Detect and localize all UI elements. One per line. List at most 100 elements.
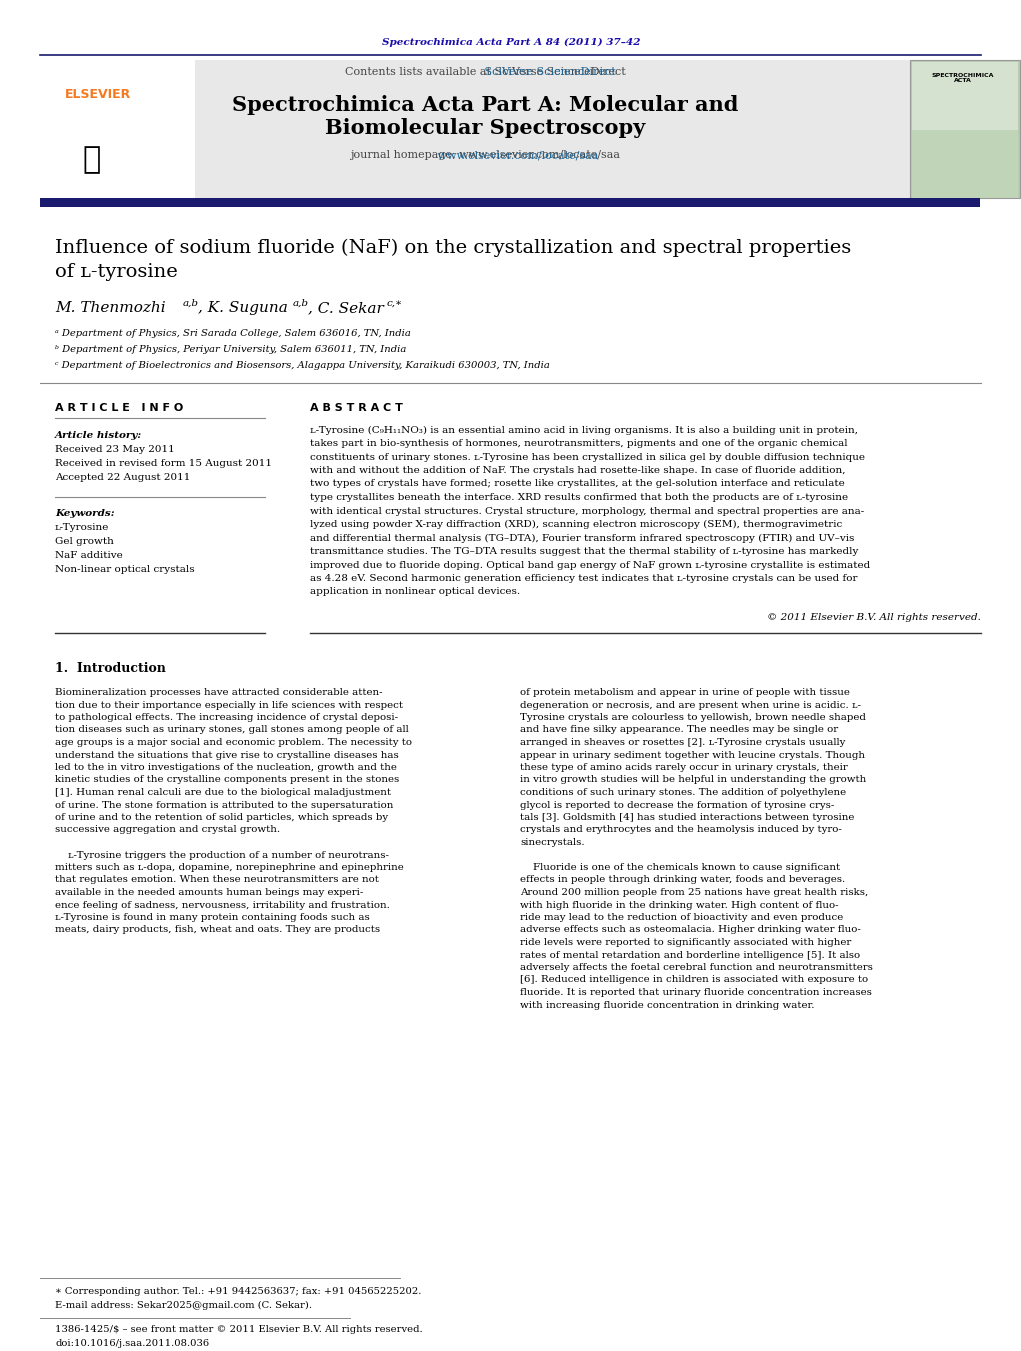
- Text: sinecrystals.: sinecrystals.: [520, 838, 585, 847]
- Text: two types of crystals have formed; rosette like crystallites, at the gel-solutio: two types of crystals have formed; roset…: [310, 480, 844, 489]
- Text: ᵃ Department of Physics, Sri Sarada College, Salem 636016, TN, India: ᵃ Department of Physics, Sri Sarada Coll…: [55, 328, 410, 338]
- Text: E-mail address: Sekar2025@gmail.com (C. Sekar).: E-mail address: Sekar2025@gmail.com (C. …: [55, 1301, 312, 1309]
- Text: with and without the addition of NaF. The crystals had rosette-like shape. In ca: with and without the addition of NaF. Th…: [310, 466, 845, 476]
- Text: [6]. Reduced intelligence in children is associated with exposure to: [6]. Reduced intelligence in children is…: [520, 975, 868, 985]
- Text: rates of mental retardation and borderline intelligence [5]. It also: rates of mental retardation and borderli…: [520, 951, 860, 959]
- Text: Biomolecular Spectroscopy: Biomolecular Spectroscopy: [325, 118, 645, 138]
- Text: with high fluoride in the drinking water. High content of fluo-: with high fluoride in the drinking water…: [520, 901, 838, 909]
- Text: ence feeling of sadness, nervousness, irritability and frustration.: ence feeling of sadness, nervousness, ir…: [55, 901, 390, 909]
- Text: takes part in bio-synthesis of hormones, neurotransmitters, pigments and one of : takes part in bio-synthesis of hormones,…: [310, 439, 847, 449]
- Text: c,∗: c,∗: [387, 299, 403, 308]
- Text: to pathological effects. The increasing incidence of crystal deposi-: to pathological effects. The increasing …: [55, 713, 398, 721]
- Text: www.elsevier.com/locate/saa: www.elsevier.com/locate/saa: [372, 150, 598, 159]
- Text: of urine and to the retention of solid particles, which spreads by: of urine and to the retention of solid p…: [55, 813, 388, 821]
- Text: type crystallites beneath the interface. XRD results confirmed that both the pro: type crystallites beneath the interface.…: [310, 493, 848, 503]
- Text: degeneration or necrosis, and are present when urine is acidic. ʟ-: degeneration or necrosis, and are presen…: [520, 701, 861, 709]
- Text: 1386-1425/$ – see front matter © 2011 Elsevier B.V. All rights reserved.: 1386-1425/$ – see front matter © 2011 El…: [55, 1325, 423, 1335]
- Text: ∗ Corresponding author. Tel.: +91 9442563637; fax: +91 04565225202.: ∗ Corresponding author. Tel.: +91 944256…: [55, 1286, 422, 1296]
- Text: ʟ-Tyrosine is found in many protein containing foods such as: ʟ-Tyrosine is found in many protein cont…: [55, 913, 370, 921]
- Text: Spectrochimica Acta Part A: Molecular and: Spectrochimica Acta Part A: Molecular an…: [232, 95, 738, 115]
- Text: ELSEVIER: ELSEVIER: [65, 89, 132, 101]
- Bar: [912, 130, 1018, 199]
- Text: a,b: a,b: [183, 299, 199, 308]
- Text: fluoride. It is reported that urinary fluoride concentration increases: fluoride. It is reported that urinary fl…: [520, 988, 872, 997]
- Text: with identical crystal structures. Crystal structure, morphology, thermal and sp: with identical crystal structures. Cryst…: [310, 507, 864, 516]
- Text: lyzed using powder X-ray diffraction (XRD), scanning electron microscopy (SEM), : lyzed using powder X-ray diffraction (XR…: [310, 520, 842, 530]
- Text: Non-linear optical crystals: Non-linear optical crystals: [55, 566, 195, 574]
- Text: tals [3]. Goldsmith [4] has studied interactions between tyrosine: tals [3]. Goldsmith [4] has studied inte…: [520, 813, 855, 821]
- Text: appear in urinary sediment together with leucine crystals. Though: appear in urinary sediment together with…: [520, 751, 865, 759]
- Text: as 4.28 eV. Second harmonic generation efficiency test indicates that ʟ-tyrosine: as 4.28 eV. Second harmonic generation e…: [310, 574, 858, 584]
- Text: application in nonlinear optical devices.: application in nonlinear optical devices…: [310, 588, 520, 597]
- Text: ᶜ Department of Bioelectronics and Biosensors, Alagappa University, Karaikudi 63: ᶜ Department of Bioelectronics and Biose…: [55, 361, 550, 370]
- Text: Fluoride is one of the chemicals known to cause significant: Fluoride is one of the chemicals known t…: [520, 863, 840, 871]
- Text: NaF additive: NaF additive: [55, 551, 123, 561]
- Text: SPECTROCHIMICA
ACTA: SPECTROCHIMICA ACTA: [932, 73, 994, 84]
- Text: Received 23 May 2011: Received 23 May 2011: [55, 446, 175, 454]
- Text: [1]. Human renal calculi are due to the biological maladjustment: [1]. Human renal calculi are due to the …: [55, 788, 391, 797]
- Text: available in the needed amounts human beings may experi-: available in the needed amounts human be…: [55, 888, 363, 897]
- Text: of protein metabolism and appear in urine of people with tissue: of protein metabolism and appear in urin…: [520, 688, 849, 697]
- Text: Received in revised form 15 August 2011: Received in revised form 15 August 2011: [55, 459, 272, 469]
- Text: meats, dairy products, fish, wheat and oats. They are products: meats, dairy products, fish, wheat and o…: [55, 925, 380, 935]
- Text: 1.  Introduction: 1. Introduction: [55, 662, 165, 674]
- Text: of urine. The stone formation is attributed to the supersaturation: of urine. The stone formation is attribu…: [55, 801, 393, 809]
- Text: of ʟ-tyrosine: of ʟ-tyrosine: [55, 263, 178, 281]
- Text: Gel growth: Gel growth: [55, 538, 114, 547]
- Text: in vitro growth studies will be helpful in understanding the growth: in vitro growth studies will be helpful …: [520, 775, 866, 785]
- Text: doi:10.1016/j.saa.2011.08.036: doi:10.1016/j.saa.2011.08.036: [55, 1339, 209, 1347]
- Text: adverse effects such as osteomalacia. Higher drinking water fluo-: adverse effects such as osteomalacia. Hi…: [520, 925, 861, 935]
- Text: tion diseases such as urinary stones, gall stones among people of all: tion diseases such as urinary stones, ga…: [55, 725, 408, 735]
- Text: a,b: a,b: [293, 299, 309, 308]
- Text: ʟ-Tyrosine: ʟ-Tyrosine: [55, 523, 109, 532]
- Text: Contents lists available at SciVerse ScienceDirect: Contents lists available at SciVerse Sci…: [345, 68, 626, 77]
- Text: adversely affects the foetal cerebral function and neurotransmitters: adversely affects the foetal cerebral fu…: [520, 963, 873, 971]
- Text: transmittance studies. The TG–DTA results suggest that the thermal stability of : transmittance studies. The TG–DTA result…: [310, 547, 859, 557]
- Text: Influence of sodium fluoride (NaF) on the crystallization and spectral propertie: Influence of sodium fluoride (NaF) on th…: [55, 239, 852, 257]
- Text: Tyrosine crystals are colourless to yellowish, brown needle shaped: Tyrosine crystals are colourless to yell…: [520, 713, 866, 721]
- Text: ᵇ Department of Physics, Periyar University, Salem 636011, TN, India: ᵇ Department of Physics, Periyar Univers…: [55, 345, 406, 354]
- Text: M. Thenmozhi: M. Thenmozhi: [55, 301, 165, 315]
- Bar: [910, 59, 1020, 199]
- Text: 🌲: 🌲: [83, 146, 101, 174]
- Bar: [40, 199, 980, 207]
- Text: tion due to their importance especially in life sciences with respect: tion due to their importance especially …: [55, 701, 403, 709]
- Text: glycol is reported to decrease the formation of tyrosine crys-: glycol is reported to decrease the forma…: [520, 801, 834, 809]
- Text: Accepted 22 August 2011: Accepted 22 August 2011: [55, 473, 190, 482]
- Text: ride may lead to the reduction of bioactivity and even produce: ride may lead to the reduction of bioact…: [520, 913, 843, 921]
- Text: effects in people through drinking water, foods and beverages.: effects in people through drinking water…: [520, 875, 845, 885]
- Text: that regulates emotion. When these neurotransmitters are not: that regulates emotion. When these neuro…: [55, 875, 379, 885]
- Text: understand the situations that give rise to crystalline diseases has: understand the situations that give rise…: [55, 751, 399, 759]
- Text: ʟ-Tyrosine triggers the production of a number of neurotrans-: ʟ-Tyrosine triggers the production of a …: [55, 851, 389, 859]
- Text: Keywords:: Keywords:: [55, 508, 114, 517]
- Text: conditions of such urinary stones. The addition of polyethylene: conditions of such urinary stones. The a…: [520, 788, 846, 797]
- Text: constituents of urinary stones. ʟ-Tyrosine has been crystallized in silica gel b: constituents of urinary stones. ʟ-Tyrosi…: [310, 453, 865, 462]
- Text: kinetic studies of the crystalline components present in the stones: kinetic studies of the crystalline compo…: [55, 775, 399, 785]
- Text: and have fine silky appearance. The needles may be single or: and have fine silky appearance. The need…: [520, 725, 838, 735]
- Text: with increasing fluoride concentration in drinking water.: with increasing fluoride concentration i…: [520, 1001, 815, 1009]
- Text: © 2011 Elsevier B.V. All rights reserved.: © 2011 Elsevier B.V. All rights reserved…: [767, 613, 981, 623]
- Text: led to the in vitro investigations of the nucleation, growth and the: led to the in vitro investigations of th…: [55, 763, 397, 771]
- Text: successive aggregation and crystal growth.: successive aggregation and crystal growt…: [55, 825, 280, 835]
- Text: Spectrochimica Acta Part A 84 (2011) 37–42: Spectrochimica Acta Part A 84 (2011) 37–…: [382, 38, 640, 46]
- Text: , K. Suguna: , K. Suguna: [198, 301, 288, 315]
- Text: crystals and erythrocytes and the heamolysis induced by tyro-: crystals and erythrocytes and the heamol…: [520, 825, 842, 835]
- Text: Article history:: Article history:: [55, 431, 142, 439]
- Text: and differential thermal analysis (TG–DTA), Fourier transform infrared spectrosc: and differential thermal analysis (TG–DT…: [310, 534, 855, 543]
- Text: these type of amino acids rarely occur in urinary crystals, their: these type of amino acids rarely occur i…: [520, 763, 847, 771]
- Text: age groups is a major social and economic problem. The necessity to: age groups is a major social and economi…: [55, 738, 412, 747]
- Text: improved due to fluoride doping. Optical band gap energy of NaF grown ʟ-tyrosine: improved due to fluoride doping. Optical…: [310, 561, 870, 570]
- Bar: [912, 62, 1018, 130]
- Text: Around 200 million people from 25 nations have great health risks,: Around 200 million people from 25 nation…: [520, 888, 868, 897]
- Text: A R T I C L E   I N F O: A R T I C L E I N F O: [55, 403, 183, 413]
- Text: SciVerse ScienceDirect: SciVerse ScienceDirect: [354, 68, 616, 77]
- Bar: [40, 59, 195, 199]
- Text: ride levels were reported to significantly associated with higher: ride levels were reported to significant…: [520, 938, 852, 947]
- Text: mitters such as ʟ-dopa, dopamine, norepinephrine and epinephrine: mitters such as ʟ-dopa, dopamine, norepi…: [55, 863, 403, 871]
- Text: Biomineralization processes have attracted considerable atten-: Biomineralization processes have attract…: [55, 688, 383, 697]
- Bar: [40, 59, 910, 199]
- Text: , C. Sekar: , C. Sekar: [308, 301, 384, 315]
- Text: A B S T R A C T: A B S T R A C T: [310, 403, 403, 413]
- Text: journal homepage: www.elsevier.com/locate/saa: journal homepage: www.elsevier.com/locat…: [350, 150, 620, 159]
- Text: arranged in sheaves or rosettes [2]. ʟ-Tyrosine crystals usually: arranged in sheaves or rosettes [2]. ʟ-T…: [520, 738, 845, 747]
